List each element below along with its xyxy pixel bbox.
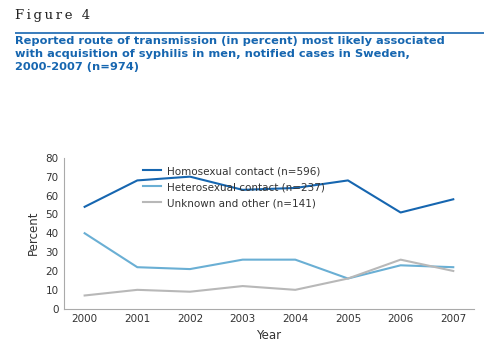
Text: F i g u r e  4: F i g u r e 4 xyxy=(15,9,90,22)
Y-axis label: Percent: Percent xyxy=(27,211,40,256)
Text: Reported route of transmission (in percent) most likely associated
with acquisit: Reported route of transmission (in perce… xyxy=(15,36,444,72)
X-axis label: Year: Year xyxy=(256,329,281,342)
Legend: Homosexual contact (n=596), Heterosexual contact (n=237), Unknown and other (n=1: Homosexual contact (n=596), Heterosexual… xyxy=(142,166,324,208)
